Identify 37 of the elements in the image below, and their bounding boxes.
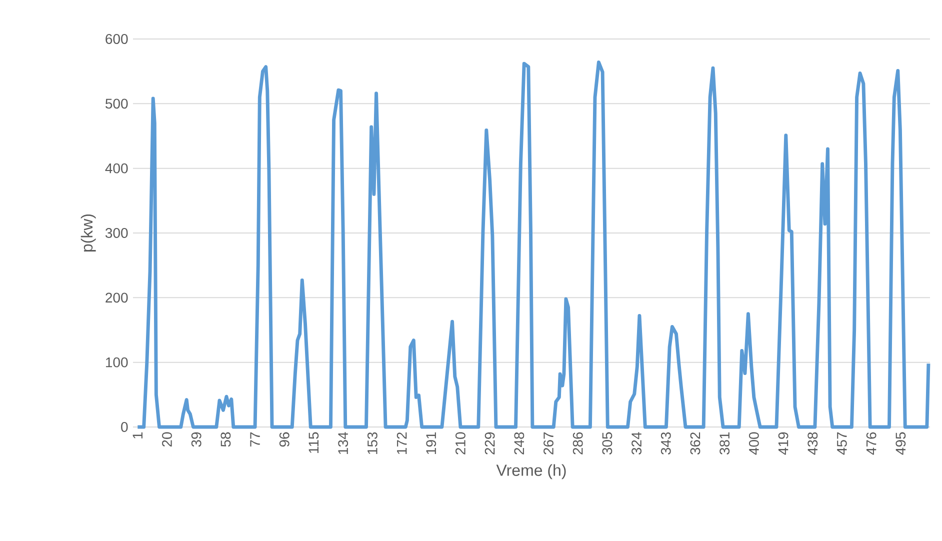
x-tick-label: 438 bbox=[808, 432, 818, 455]
x-tick-label: 343 bbox=[660, 432, 671, 455]
x-tick-label: 400 bbox=[748, 432, 759, 455]
x-tick-label: 457 bbox=[837, 432, 847, 455]
x-tick-label: 210 bbox=[456, 432, 466, 454]
x-tick-label: 77 bbox=[250, 432, 260, 447]
line-series bbox=[136, 60, 930, 429]
x-tick-label: 115 bbox=[308, 432, 319, 453]
x-tick-label: 324 bbox=[632, 432, 642, 455]
x-tick-label: 1 bbox=[132, 432, 142, 438]
y-tick-label: 100 bbox=[106, 357, 128, 368]
y-tick-label: 0 bbox=[121, 422, 128, 432]
y-tick-label: 500 bbox=[106, 98, 128, 109]
x-tick-label: 153 bbox=[367, 432, 378, 454]
x-tick-label: 362 bbox=[690, 432, 700, 455]
y-tick-label: 400 bbox=[105, 163, 128, 174]
x-axis-title: Vreme (h) bbox=[496, 464, 566, 480]
y-tick-label: 300 bbox=[105, 228, 128, 238]
x-tick-label: 476 bbox=[866, 432, 876, 455]
x-tick-label: 248 bbox=[514, 432, 524, 454]
x-tick-label: 96 bbox=[279, 432, 290, 447]
x-tick-label: 58 bbox=[220, 432, 231, 447]
x-tick-label: 229 bbox=[484, 432, 495, 454]
x-tick-label: 419 bbox=[778, 432, 788, 455]
x-tick-label: 20 bbox=[162, 432, 172, 447]
x-tick-label: 39 bbox=[191, 432, 202, 447]
y-tick-label: 200 bbox=[106, 292, 128, 303]
y-axis-title: p(kw) bbox=[80, 214, 96, 252]
x-tick-label: 495 bbox=[896, 432, 906, 455]
x-tick-label: 305 bbox=[602, 432, 612, 455]
x-tick-label: 267 bbox=[544, 432, 554, 454]
x-tick-label: 191 bbox=[426, 432, 436, 454]
x-tick-label: 286 bbox=[572, 432, 583, 454]
x-tick-label: 172 bbox=[396, 432, 407, 454]
y-tick-label: 600 bbox=[106, 34, 128, 44]
x-tick-label: 381 bbox=[720, 432, 730, 455]
x-tick-label: 134 bbox=[338, 432, 348, 454]
